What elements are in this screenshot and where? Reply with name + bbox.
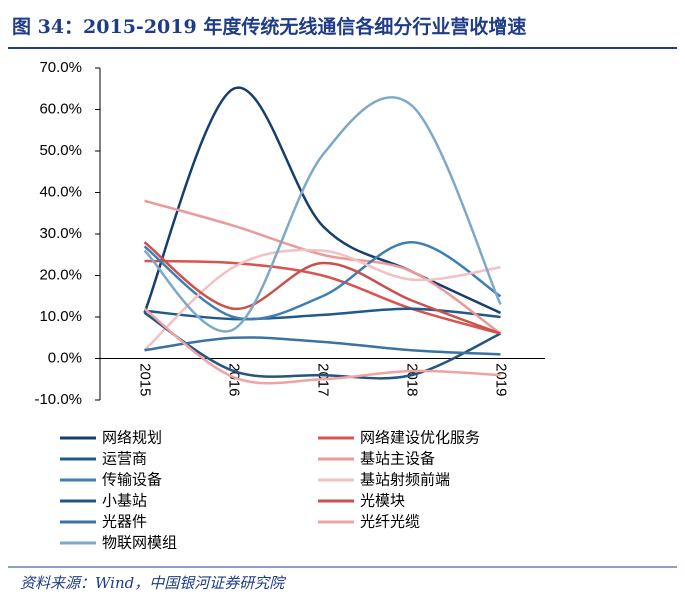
x-tick-label: 2019 [493, 363, 510, 396]
legend-label: 网络规划 [102, 429, 162, 447]
series-line [143, 96, 502, 333]
legend-label: 运营商 [102, 450, 147, 468]
legend-label: 基站主设备 [360, 450, 435, 468]
legend-label: 光纤光缆 [360, 513, 420, 531]
y-tick-label: 30.0% [39, 225, 82, 242]
series-line [143, 241, 501, 335]
y-tick-label: 50.0% [39, 142, 82, 159]
y-tick-label: 70.0% [39, 59, 82, 76]
legend-label: 小基站 [102, 492, 147, 510]
legend-label: 光器件 [102, 513, 147, 531]
series-line [143, 86, 502, 314]
x-tick-label: 2015 [137, 363, 154, 396]
y-tick-label: 20.0% [39, 266, 82, 283]
series-line [143, 248, 501, 352]
series-line [144, 259, 501, 335]
chart-title: 图 34：2015-2019 年度传统无线通信各细分行业营收增速 [12, 15, 526, 38]
x-tick-label: 2018 [404, 363, 421, 396]
legend-label: 传输设备 [102, 471, 162, 489]
legend-label: 基站射频前端 [360, 471, 450, 489]
series-line [143, 241, 502, 321]
series-line [143, 307, 501, 385]
y-tick-label: -10.0% [34, 391, 82, 408]
y-tick-label: 0.0% [48, 349, 82, 366]
source: 资料来源：Wind，中国银河证券研究院 [20, 574, 286, 592]
legend-label: 光模块 [360, 492, 405, 510]
legend-label: 网络建设优化服务 [360, 429, 480, 447]
series-line [144, 199, 502, 335]
y-tick-label: 10.0% [39, 308, 82, 325]
series-line [144, 336, 501, 356]
y-tick-label: 60.0% [39, 100, 82, 117]
y-tick-label: 40.0% [39, 183, 82, 200]
legend-label: 物联网模组 [102, 534, 177, 552]
series-line [143, 311, 502, 380]
